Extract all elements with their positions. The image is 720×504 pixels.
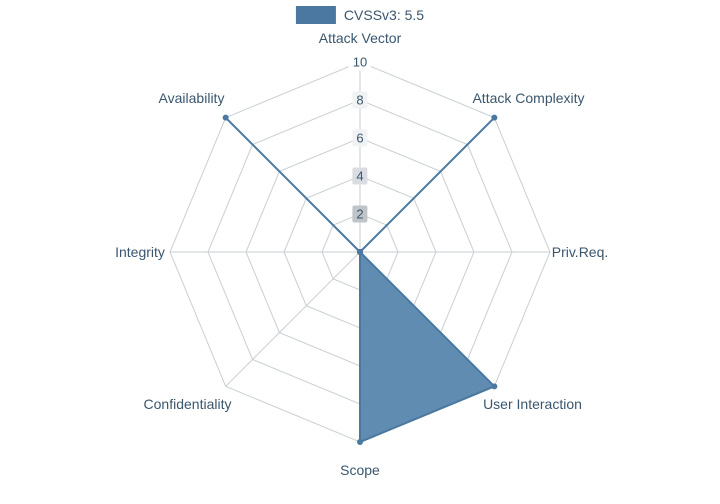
legend-label: CVSSv3: 5.5 (344, 7, 424, 23)
chart-legend: CVSSv3: 5.5 (296, 6, 424, 24)
axis-label: Attack Complexity (472, 90, 584, 106)
legend-swatch (296, 6, 336, 24)
radial-tick-label: 10 (349, 54, 371, 71)
axis-label: Availability (159, 90, 225, 106)
axis-label: Scope (340, 462, 380, 478)
radial-tick-label: 8 (352, 92, 367, 109)
radial-tick-label: 4 (352, 168, 367, 185)
axis-label: Integrity (115, 244, 165, 260)
axis-label: Confidentiality (144, 396, 232, 412)
radar-svg (0, 0, 720, 504)
axis-label: Attack Vector (319, 30, 401, 46)
radial-tick-label: 2 (352, 206, 367, 223)
axis-label: User Interaction (483, 396, 582, 412)
radial-tick-label: 6 (352, 130, 367, 147)
axis-label: Priv.Req. (552, 244, 609, 260)
cvss-radar-chart: CVSSv3: 5.5 Attack Vector Attack Complexi… (0, 0, 720, 504)
